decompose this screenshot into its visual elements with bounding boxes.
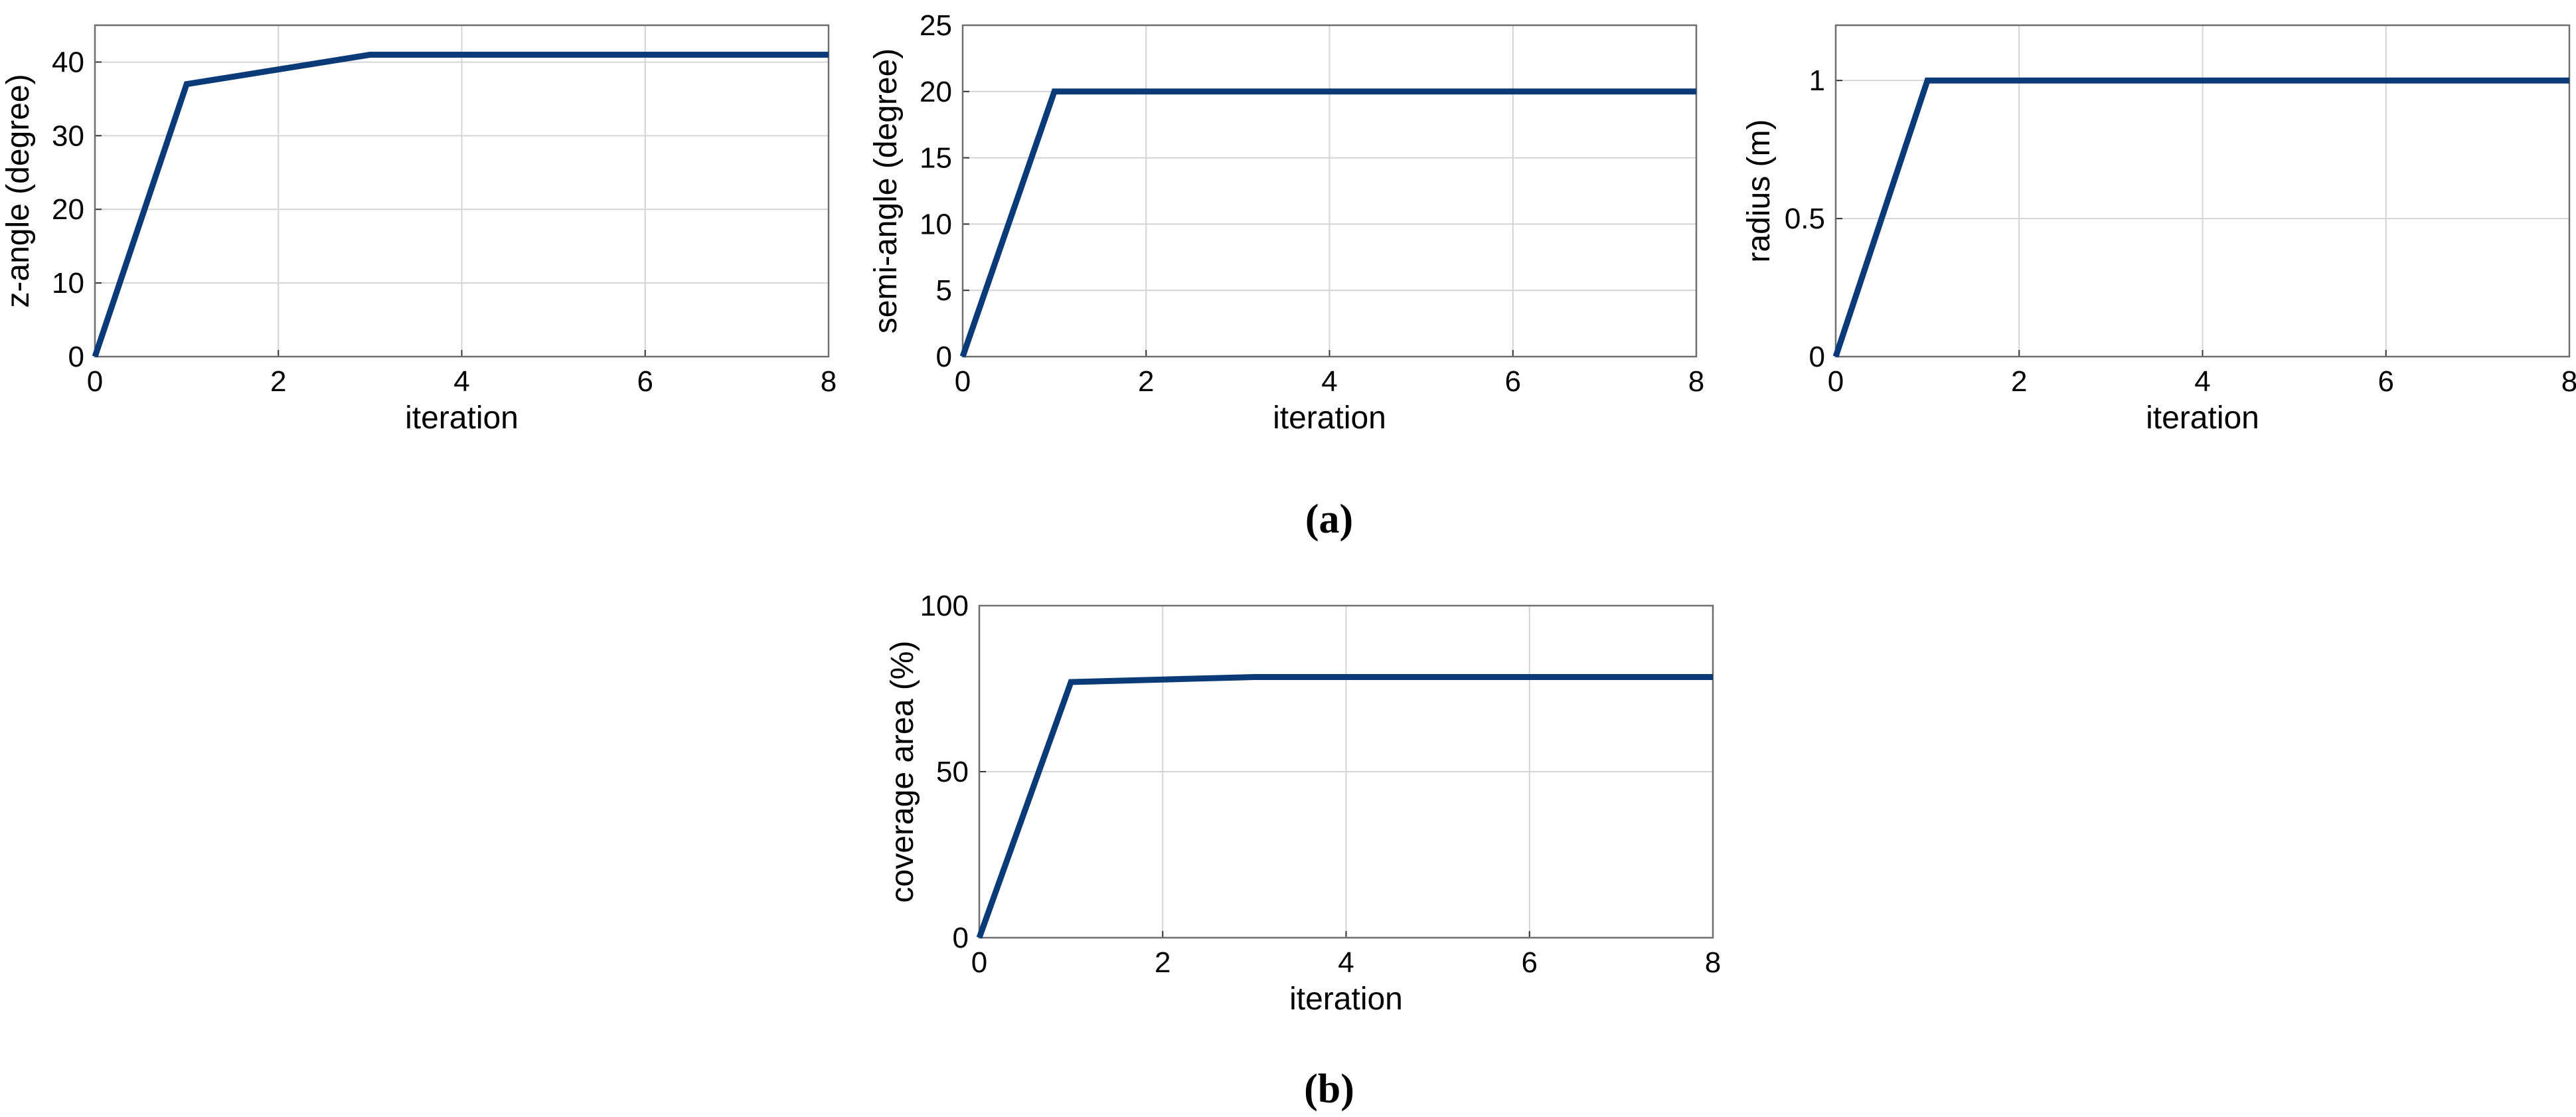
axes-frame (978, 604, 1714, 939)
x-tick-label: 8 (2561, 365, 2576, 398)
x-tick-label: 0 (1828, 365, 1844, 398)
x-tick-label: 2 (1155, 946, 1170, 979)
y-tick-label: 25 (920, 9, 952, 42)
x-tick-label: 2 (1138, 365, 1154, 398)
series-line-z-angle (92, 51, 829, 358)
x-tick-label: 0 (971, 946, 987, 979)
x-tick-label: 8 (821, 365, 837, 398)
x-axis-label: iteration (1273, 400, 1386, 436)
x-tick-label: 6 (2378, 365, 2394, 398)
x-tick-label: 0 (87, 365, 103, 398)
y-tick-label: 30 (52, 120, 84, 152)
x-axis-label: iteration (2146, 400, 2259, 436)
x-tick-label: 4 (1338, 946, 1354, 979)
x-tick-label: 2 (270, 365, 286, 398)
y-tick-label: 0.5 (1785, 203, 1825, 235)
y-tick-label: 50 (936, 756, 969, 788)
y-axis-label: coverage area (%) (885, 641, 920, 903)
chart-semi-angle: 0 2 4 6 8 0 5 10 15 20 25 iteration semi-angle (degr… (868, 9, 1704, 436)
y-tick-label: 40 (52, 46, 84, 78)
y-tick-label: 0 (936, 341, 952, 373)
x-tick-label: 2 (2011, 365, 2027, 398)
x-tick-label: 4 (453, 365, 469, 398)
y-tick-label: 0 (68, 341, 84, 373)
y-tick-label: 1 (1809, 64, 1825, 97)
panel-label-a: (a) (1305, 497, 1353, 542)
x-axis-label: iteration (405, 400, 519, 436)
x-tick-label: 0 (955, 365, 971, 398)
y-tick-label: 10 (920, 208, 952, 240)
y-tick-label: 20 (920, 76, 952, 108)
series-line-coverage-area (976, 674, 1713, 939)
panel-label-b: (b) (1304, 1067, 1354, 1112)
axes-frame (1834, 24, 2571, 358)
chart-radius: 0 2 4 6 8 0 0.5 1 iteration radius (m) (1741, 24, 2576, 436)
y-tick-label: 10 (52, 267, 84, 300)
chart-coverage-area: 0 2 4 6 8 0 50 100 iteration coverage area (%) (885, 590, 1721, 1017)
y-tick-label: 100 (920, 590, 969, 622)
axes-frame (961, 24, 1698, 358)
y-tick-label: 0 (1809, 341, 1825, 373)
y-tick-label: 15 (920, 142, 952, 175)
y-axis-label: semi-angle (degree) (868, 48, 904, 334)
axes-frame (94, 24, 830, 358)
y-tick-label: 20 (52, 193, 84, 226)
y-axis-label: z-angle (degree) (1, 74, 36, 307)
x-tick-label: 6 (1505, 365, 1521, 398)
y-axis-label: radius (m) (1741, 119, 1777, 262)
x-axis-label: iteration (1289, 982, 1403, 1017)
series-line-semi-angle (959, 88, 1696, 358)
x-tick-label: 4 (1321, 365, 1337, 398)
x-tick-label: 6 (1522, 946, 1538, 979)
y-tick-label: 5 (936, 274, 952, 307)
chart-z-angle: 0 2 4 6 8 0 10 20 30 40 iteration z-angle (degree) (1, 24, 837, 436)
x-tick-label: 8 (1688, 365, 1704, 398)
x-tick-label: 8 (1705, 946, 1721, 979)
series-line-radius (1832, 77, 2569, 358)
y-tick-label: 0 (953, 922, 969, 954)
x-tick-label: 6 (637, 365, 653, 398)
x-tick-label: 4 (2194, 365, 2210, 398)
